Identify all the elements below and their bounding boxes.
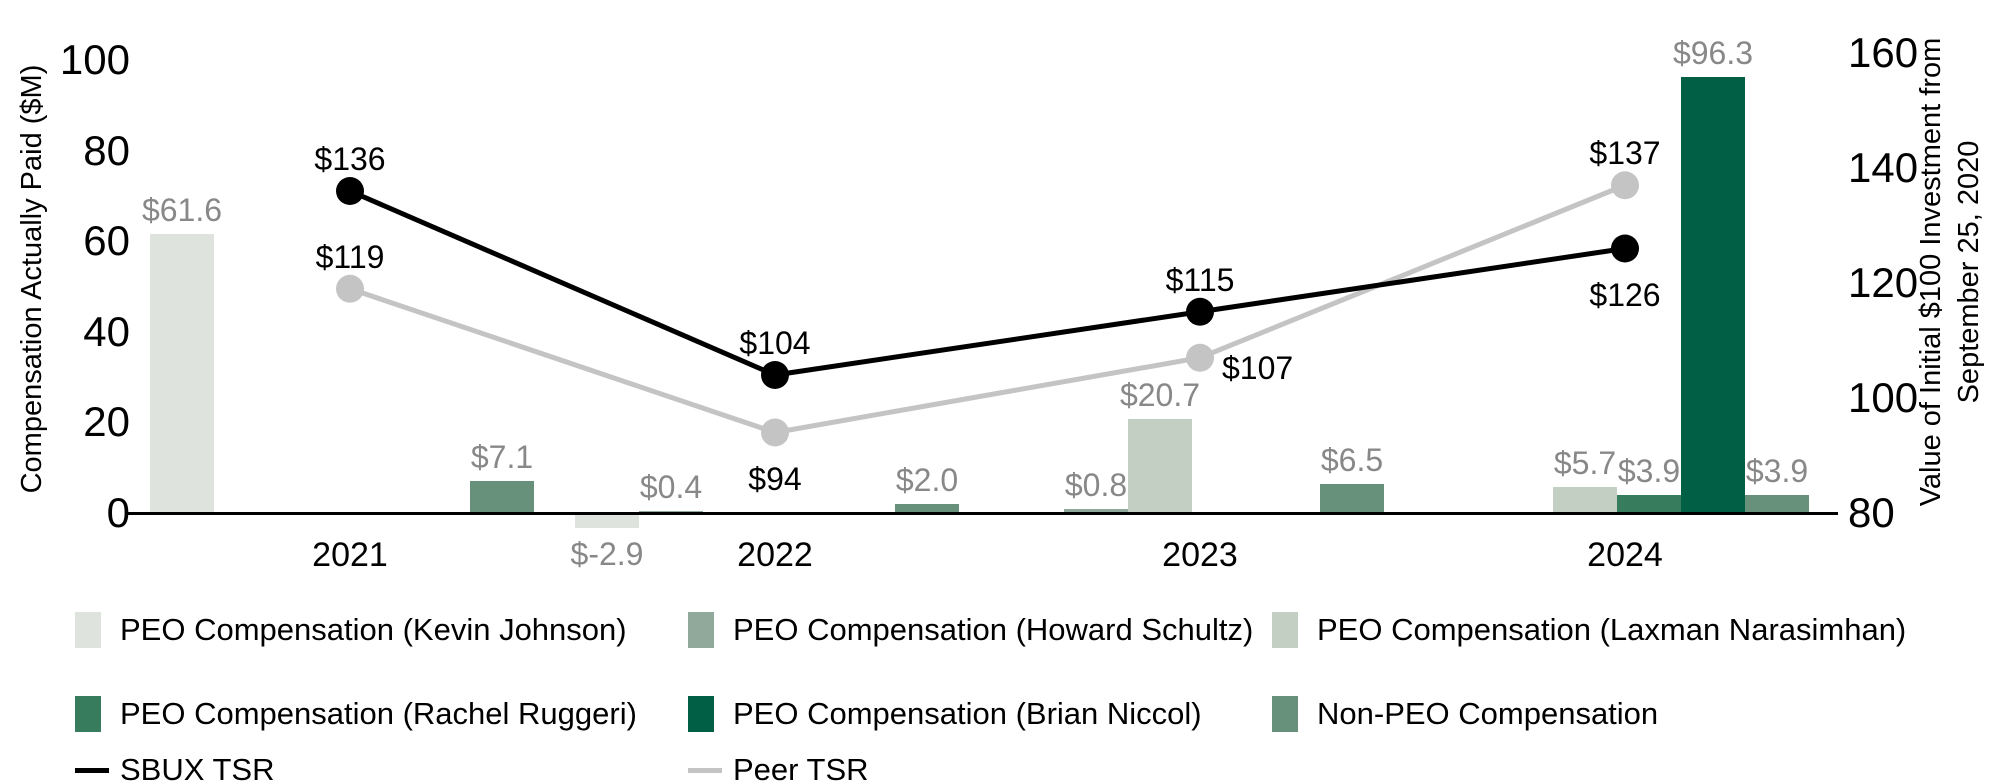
tsr-point-label: $115: [1165, 261, 1235, 298]
legend-item-label: Non-PEO Compensation: [1317, 696, 1659, 731]
tsr-point-sbux_tsr: [1186, 297, 1214, 326]
right-axis-title: Value of Initial $100 Investment from Se…: [1912, 0, 1988, 552]
bar-value-label: $2.0: [895, 461, 959, 498]
tsr-point-peer_tsr: [761, 418, 789, 447]
bar-kevin_johnson-2022: [575, 515, 639, 529]
bar-non_peo-2022: [895, 503, 959, 513]
year-label-2024: 2024: [1587, 536, 1663, 574]
year-label-2023: 2023: [1162, 536, 1238, 574]
bar-value-label: $6.5: [1320, 441, 1384, 478]
left-axis-tick-label: 100: [59, 36, 130, 83]
bar-value-label: $-2.9: [570, 536, 644, 573]
bar-value-label: $3.9: [1617, 453, 1681, 490]
tsr-point-sbux_tsr: [761, 361, 789, 389]
tsr-point-label: $126: [1589, 276, 1661, 313]
right-axis-tick-label: 80: [1848, 489, 1895, 536]
bar-non_peo-2021: [470, 480, 534, 513]
legend-line-swatch-peer_tsr: [688, 768, 722, 773]
bar-rachel_ruggeri-2024: [1617, 495, 1681, 513]
bar-non_peo-2023: [1320, 483, 1384, 513]
year-label-2022: 2022: [737, 536, 813, 574]
tsr-point-label: $104: [739, 325, 811, 361]
right-axis-tick-label: 120: [1848, 259, 1919, 306]
legend-item-label: PEO Compensation (Brian Niccol): [733, 696, 1202, 731]
bar-value-label: $7.1: [470, 438, 534, 475]
legend-swatch-non_peo: [1272, 696, 1298, 732]
tsr-line-peer_tsr: [349, 182, 1626, 436]
tsr-point-label: $119: [315, 238, 385, 275]
legend-item-label: PEO Compensation (Rachel Ruggeri): [120, 696, 637, 731]
tsr-point-label: $94: [748, 460, 802, 497]
legend-swatch-kevin_johnson: [75, 612, 101, 648]
tsr-point-peer_tsr: [336, 274, 364, 303]
tsr-line-sbux_tsr: [349, 188, 1626, 378]
tsr-point-label: $137: [1589, 135, 1661, 172]
right-axis-tick-label: 140: [1848, 144, 1919, 191]
bar-value-label: $96.3: [1672, 34, 1754, 71]
bar-brian_niccol-2024: [1681, 76, 1745, 513]
bar-value-label: $20.7: [1119, 377, 1201, 414]
tsr-point-label: $107: [1222, 349, 1294, 386]
legend-item-label: SBUX TSR: [120, 752, 275, 782]
legend-swatch-howard_schultz: [688, 612, 714, 648]
legend-item-label: Peer TSR: [733, 752, 869, 782]
left-axis-tick-label: 0: [106, 489, 130, 536]
bar-value-label: $3.9: [1745, 453, 1809, 490]
right-axis-tick-label: 160: [1848, 29, 1919, 76]
left-axis-title: Compensation Actually Paid ($M): [16, 64, 48, 494]
tsr-point-peer_tsr: [1611, 171, 1639, 200]
left-axis-tick-label: 80: [83, 126, 130, 174]
bar-howard_schultz-2023: [1064, 509, 1128, 513]
bar-non_peo-2024: [1745, 495, 1809, 513]
bar-value-label: $5.7: [1553, 445, 1617, 482]
right-axis-title-line2: September 25, 2020: [1953, 140, 1985, 404]
left-axis-tick-label: 40: [83, 307, 130, 355]
legend-swatch-brian_niccol: [688, 696, 714, 732]
left-axis-tick-label: 20: [83, 398, 130, 446]
legend-line-swatch-sbux_tsr: [75, 768, 109, 773]
legend-item-label: PEO Compensation (Laxman Narasimhan): [1317, 612, 1907, 647]
x-axis-line: [128, 512, 1838, 515]
year-label-2021: 2021: [312, 536, 388, 574]
right-axis-tick-label: 100: [1848, 374, 1919, 421]
tsr-point-sbux_tsr: [1611, 234, 1639, 263]
legend-swatch-rachel_ruggeri: [75, 696, 101, 732]
tsr-point-peer_tsr: [1186, 343, 1214, 372]
legend-item-label: PEO Compensation (Howard Schultz): [733, 612, 1254, 647]
bar-laxman_narasimhan-2024: [1553, 487, 1617, 513]
tsr-point-label: $136: [314, 141, 386, 177]
left-axis-tick-label: 60: [83, 217, 130, 265]
bar-value-label: $61.6: [141, 191, 223, 228]
right-axis-title-line1: Value of Initial $100 Investment from: [1915, 37, 1947, 507]
legend-item-label: PEO Compensation (Kevin Johnson): [120, 612, 627, 647]
bar-value-label: $0.4: [639, 469, 703, 505]
bar-value-label: $0.8: [1064, 467, 1128, 504]
tsr-point-sbux_tsr: [336, 177, 364, 205]
bar-kevin_johnson-2021: [150, 233, 214, 513]
legend-swatch-laxman_narasimhan: [1272, 612, 1298, 648]
